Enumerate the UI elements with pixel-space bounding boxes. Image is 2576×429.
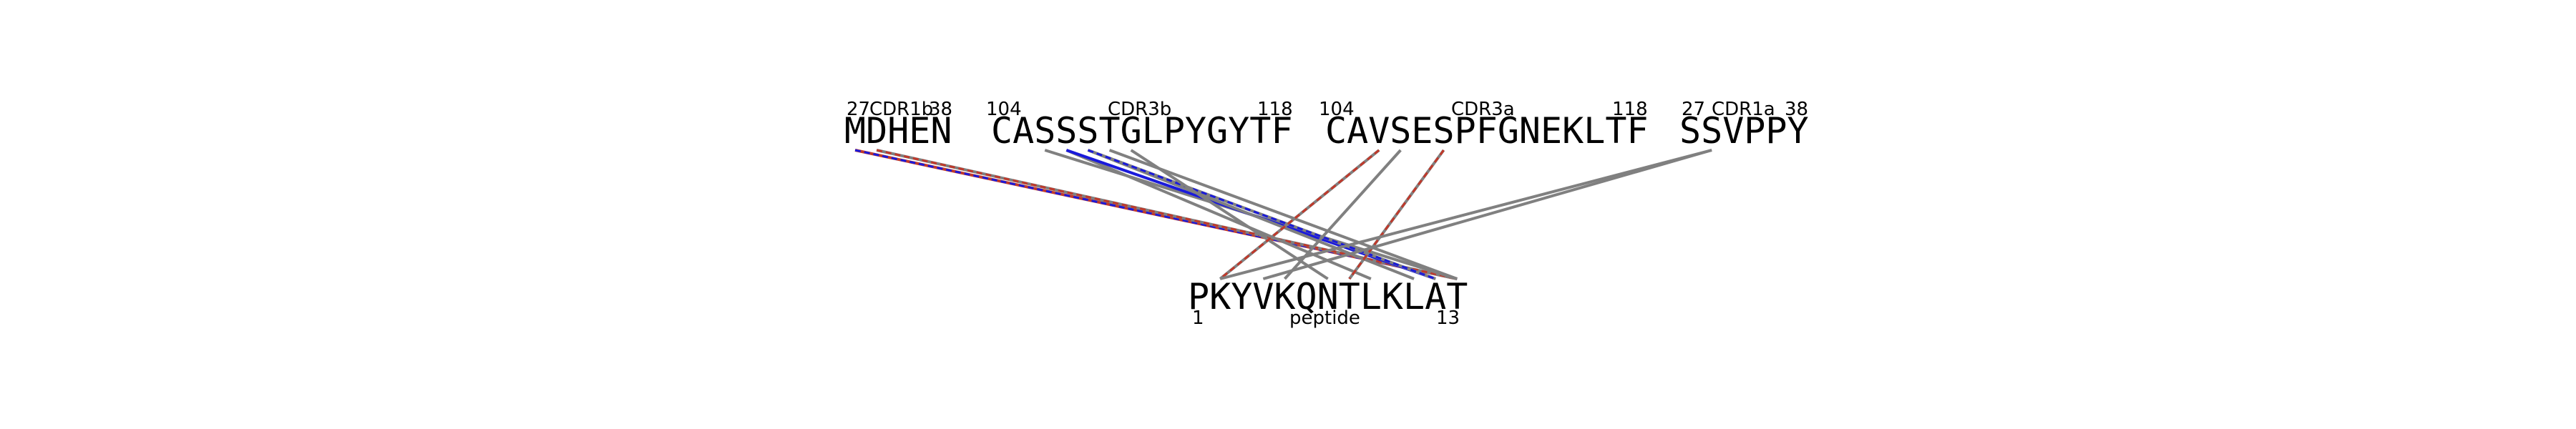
- chain-cdr1b: 27 CDR1b 38 MDHEN: [844, 99, 952, 152]
- contact-lines: [854, 149, 1712, 280]
- contact-line-cdr3b-6-to-peptide-6: [1130, 149, 1329, 280]
- chain-cdr1a-sequence: SSVPPY: [1679, 110, 1809, 152]
- chain-cdr3a-end-label: 118: [1612, 99, 1648, 120]
- chain-cdr3b: 104 CDR3b 118 CASSSTGLPYGYTF: [986, 99, 1293, 152]
- chain-cdr3b-name-label: CDR3b: [1108, 99, 1171, 120]
- chain-cdr1a-end-label: 38: [1785, 99, 1808, 120]
- peptide-name-label: peptide: [1289, 307, 1360, 329]
- peptide-sequence: PKYVKQNTLKLAT: [1188, 276, 1468, 317]
- chain-cdr1a-start-label: 27: [1682, 99, 1705, 120]
- contact-line-cdr3b-5-to-peptide-12: [1108, 149, 1458, 280]
- chain-cdr3a-sequence: CAVSESPFGNEKLTF: [1325, 110, 1649, 152]
- contact-line-cdr3b-4-to-peptide-11: [1087, 149, 1436, 280]
- contact-line-cdr3b-3-to-peptide-8: [1065, 149, 1372, 280]
- contact-line-cdr3a-2-to-peptide-1: [1219, 149, 1380, 280]
- peptide: PKYVKQNTLKLAT 1 peptide 13: [1188, 276, 1468, 329]
- chain-cdr1b-start-label: 27: [847, 99, 870, 120]
- chain-cdr3a-start-label: 104: [1319, 99, 1355, 120]
- chain-cdr1a: 27 CDR1a 38 SSVPPY: [1679, 99, 1809, 152]
- chain-cdr1b-name-label: CDR1b: [869, 99, 933, 120]
- contact-line-cdr1a-1-to-peptide-1: [1219, 149, 1712, 280]
- chain-cdr3a-name-label: CDR3a: [1451, 99, 1515, 120]
- chain-cdr1a-name-label: CDR1a: [1712, 99, 1775, 120]
- contact-line-cdr3a-5-to-peptide-7: [1348, 149, 1445, 280]
- chain-cdr3b-sequence: CASSSTGLPYGYTF: [991, 110, 1292, 152]
- chain-cdr1b-end-label: 38: [929, 99, 952, 120]
- chain-cdr1b-sequence: MDHEN: [844, 110, 952, 152]
- chain-cdr3a: 104 CDR3a 118 CAVSESPFGNEKLTF: [1319, 99, 1649, 152]
- contact-line-cdr1a-1-to-peptide-3: [1262, 149, 1712, 280]
- chain-cdr3b-start-label: 104: [986, 99, 1022, 120]
- peptide-end-label: 13: [1436, 307, 1460, 329]
- peptide-start-label: 1: [1192, 307, 1204, 329]
- chain-cdr3b-end-label: 118: [1257, 99, 1293, 120]
